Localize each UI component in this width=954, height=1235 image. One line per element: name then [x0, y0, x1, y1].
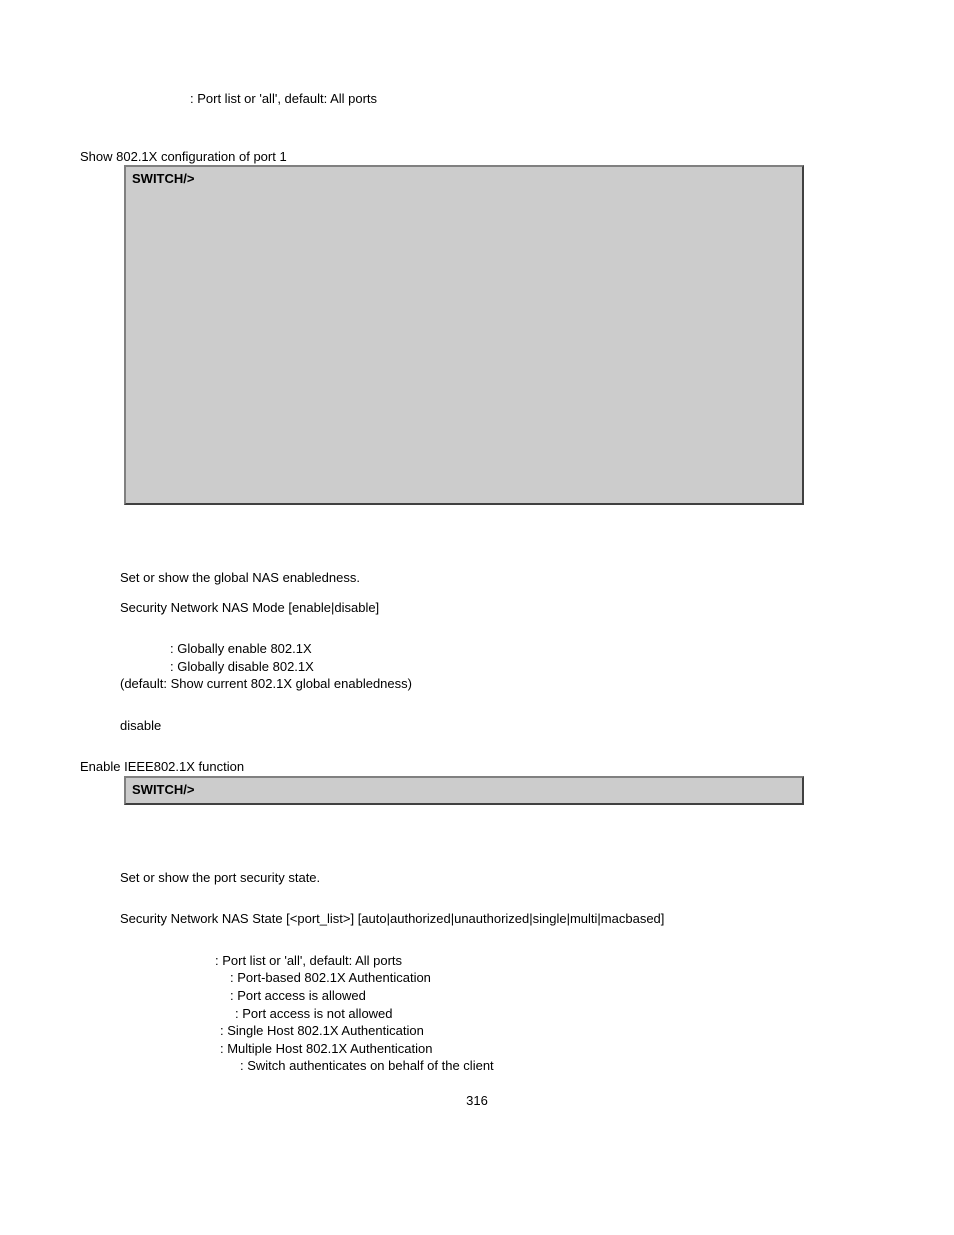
terminal-output-2: SWITCH/>	[124, 776, 804, 805]
example-label-2: Enable IEEE802.1X function	[80, 758, 874, 776]
state-auto: : Port-based 802.1X Authentication	[230, 969, 874, 987]
document-page: : Port list or 'all', default: All ports…	[0, 0, 954, 1235]
state-multi: : Multiple Host 802.1X Authentication	[220, 1040, 874, 1058]
state-unauthorized: : Port access is not allowed	[235, 1005, 874, 1023]
example-label-1: Show 802.1X configuration of port 1	[80, 148, 874, 166]
prompt-text-2: SWITCH/>	[132, 782, 194, 797]
terminal-output-1: SWITCH/>	[124, 165, 804, 505]
param-enable: : Globally enable 802.1X	[170, 640, 874, 658]
state-syntax: Security Network NAS State [<port_list>]…	[120, 910, 874, 928]
mode-description: Set or show the global NAS enabledness.	[120, 569, 874, 587]
state-single: : Single Host 802.1X Authentication	[220, 1022, 874, 1040]
state-authorized: : Port access is allowed	[230, 987, 874, 1005]
page-number: 316	[80, 1093, 874, 1108]
param-port-desc: : Port list or 'all', default: All ports	[190, 90, 874, 108]
state-description: Set or show the port security state.	[120, 869, 874, 887]
mode-syntax: Security Network NAS Mode [enable|disabl…	[120, 599, 874, 617]
prompt-text: SWITCH/>	[132, 171, 194, 186]
param-disable: : Globally disable 802.1X	[170, 658, 874, 676]
param-default-show: (default: Show current 802.1X global ena…	[120, 675, 874, 693]
state-macbased: : Switch authenticates on behalf of the …	[240, 1057, 874, 1075]
state-portlist: : Port list or 'all', default: All ports	[215, 952, 874, 970]
default-setting: disable	[120, 717, 874, 735]
